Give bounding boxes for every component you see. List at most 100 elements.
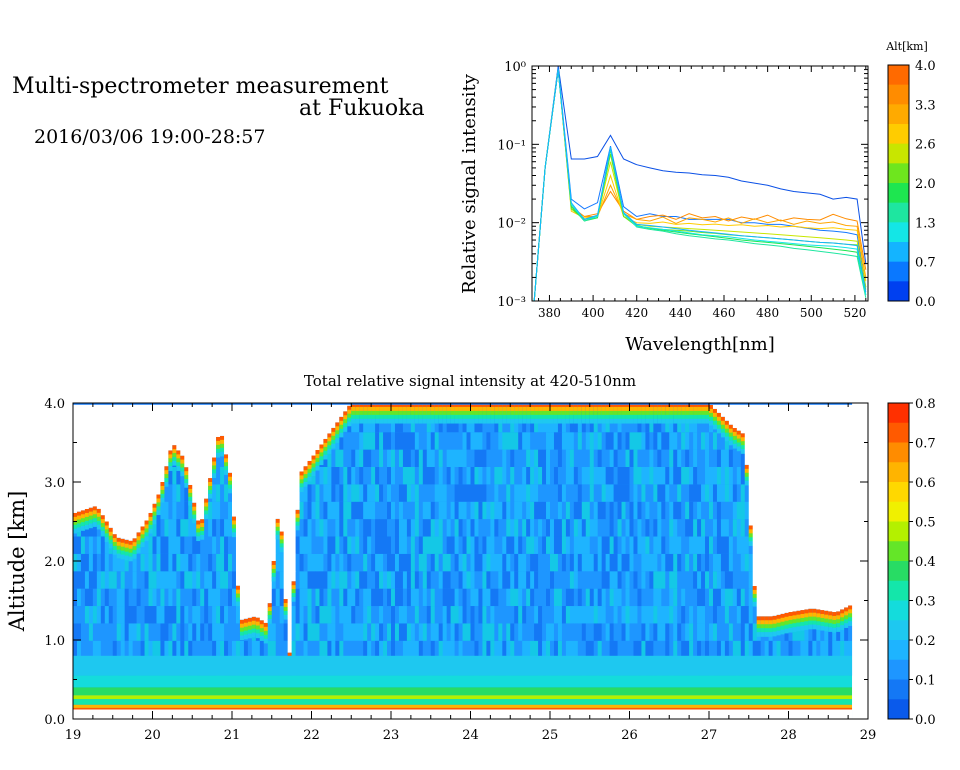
heatmap-edge-cell xyxy=(526,406,531,412)
heatmap-cell xyxy=(339,553,344,572)
heatmap-edge-cell xyxy=(637,406,643,412)
heatmap-edge-cell xyxy=(561,403,567,408)
heatmap-edge-cell xyxy=(259,632,265,637)
heatmap-cell xyxy=(363,432,368,450)
heatmap-cell xyxy=(498,588,503,607)
heatmap-cell xyxy=(637,536,643,554)
heatmap-edge-cell xyxy=(192,510,197,516)
heatmap-edge-cell xyxy=(200,519,205,524)
heatmap-edge-cell xyxy=(530,406,535,412)
heatmap-cell xyxy=(561,484,567,502)
heatmap-cell xyxy=(649,571,654,589)
heatmap-cell xyxy=(418,466,424,485)
heatmap-cell xyxy=(327,484,332,502)
heatmap-cell xyxy=(665,536,670,554)
heatmap-cell xyxy=(402,606,408,624)
heatmap-edge-cell xyxy=(689,418,694,424)
heatmap-cell xyxy=(601,432,607,450)
heatmap-edge-cell xyxy=(347,417,352,423)
heatmap-cell xyxy=(677,484,682,502)
heatmap-cell xyxy=(705,588,710,607)
heatmap-cell xyxy=(609,414,615,433)
heatmap-cell xyxy=(621,501,627,520)
heatmap-cell xyxy=(367,640,372,659)
heatmap-cell xyxy=(613,449,619,467)
heatmap-edge-cell xyxy=(267,611,273,616)
heatmap-cell xyxy=(808,640,813,659)
heatmap-edge-cell xyxy=(474,406,480,412)
heatmap-cell xyxy=(716,449,722,467)
heatmap-edge-cell xyxy=(239,635,245,641)
heatmap-edge-cell xyxy=(812,620,817,626)
heatmap-edge-cell xyxy=(430,414,436,420)
heatmap-cell xyxy=(363,501,368,520)
heatmap-cell xyxy=(307,623,313,641)
heatmap-cell xyxy=(677,571,682,589)
heatmap-cell xyxy=(96,623,102,641)
heatmap-cell xyxy=(665,519,670,537)
heatmap-cell xyxy=(410,466,416,485)
heatmap-edge-cell xyxy=(100,515,106,520)
heatmap-edge-cell xyxy=(542,410,547,416)
heatmap-cell xyxy=(212,606,217,624)
heatmap-cell xyxy=(335,640,340,659)
heatmap-edge-cell xyxy=(621,414,627,420)
heatmap-edge-cell xyxy=(764,628,770,633)
heatmap-cell xyxy=(681,519,686,537)
heatmap-edge-cell xyxy=(410,414,416,420)
heatmap-edge-cell xyxy=(800,621,805,627)
heatmap-cell xyxy=(454,536,460,554)
heatmap-edge-cell xyxy=(168,454,173,460)
heatmap-cell xyxy=(844,640,849,659)
heatmap-cell xyxy=(613,623,619,641)
heatmap-edge-cell xyxy=(140,530,146,536)
heatmap-cell xyxy=(466,519,472,537)
heatmap-cell xyxy=(526,623,531,641)
heatmap-cell xyxy=(665,484,670,502)
heatmap-edge-cell xyxy=(502,406,507,412)
heatmap-cell xyxy=(224,606,229,624)
heatmap-edge-cell xyxy=(446,410,452,416)
heatmap-cell xyxy=(394,466,400,485)
heatmap-edge-cell xyxy=(685,414,690,420)
heatmap-edge-cell xyxy=(673,406,678,412)
heatmap-cell xyxy=(446,571,452,589)
heatmap-edge-cell xyxy=(291,593,297,598)
heatmap-cell xyxy=(589,519,595,537)
heatmap-cell xyxy=(740,553,746,572)
heatmap-edge-cell xyxy=(367,414,372,420)
heatmap-edge-cell xyxy=(144,520,150,526)
heatmap-cell xyxy=(649,484,654,502)
heatmap-cell xyxy=(124,571,130,589)
heatmap-cell xyxy=(391,432,396,450)
heatmap-edge-cell xyxy=(379,406,384,412)
heatmap-cell xyxy=(724,466,730,485)
heatmap-cell xyxy=(597,536,603,554)
heatmap-cell xyxy=(88,640,94,659)
heatmap-edge-cell xyxy=(569,414,575,420)
heatmap-edge-cell xyxy=(593,410,599,416)
heatmap-cell xyxy=(498,432,503,450)
heatmap-cell xyxy=(152,606,158,624)
heatmap-cell xyxy=(490,501,495,520)
heatmap-cell xyxy=(394,432,400,450)
heatmap-cell xyxy=(716,501,722,520)
heatmap-cell xyxy=(677,623,682,641)
heatmap-cell xyxy=(561,449,567,467)
heatmap-cell xyxy=(295,571,301,589)
heatmap-cell xyxy=(410,588,416,607)
heatmap-edge-cell xyxy=(514,410,519,416)
heatmap-edge-cell xyxy=(232,520,237,526)
heatmap-cell xyxy=(653,501,658,520)
heatmap-cell xyxy=(450,432,456,450)
heatmap-edge-cell xyxy=(430,403,436,408)
heatmap-edge-cell xyxy=(120,554,126,560)
heatmap-edge-cell xyxy=(160,482,166,487)
heatmap-edge-cell xyxy=(228,476,233,482)
heatmap-edge-cell xyxy=(311,459,317,465)
heatmap-edge-cell xyxy=(605,410,611,416)
heatmap-cell xyxy=(474,501,480,520)
heatmap-cell xyxy=(633,588,639,607)
heatmap-edge-cell xyxy=(772,627,778,633)
heatmap-cell xyxy=(303,484,309,502)
